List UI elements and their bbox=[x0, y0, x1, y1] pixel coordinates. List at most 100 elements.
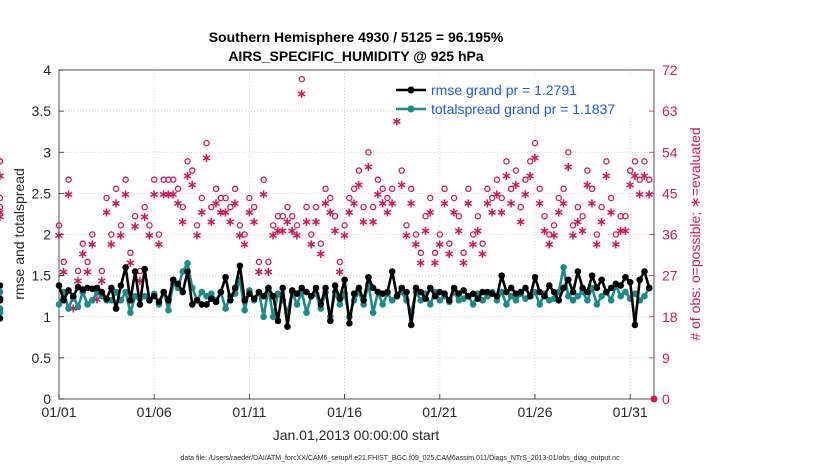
rmse-point bbox=[160, 288, 168, 296]
obs-evaluated-marker: ∗ bbox=[177, 215, 188, 230]
spread-point bbox=[122, 288, 129, 296]
rmse-point bbox=[336, 295, 344, 302]
legend: rmse grand pr = 1.2791 totalspread grand… bbox=[394, 76, 648, 118]
rmse-point bbox=[393, 292, 401, 300]
obs-evaluated-marker: ∗ bbox=[163, 187, 174, 202]
obs-evaluated-marker: ∗ bbox=[273, 224, 284, 239]
obs-possible-marker bbox=[84, 258, 91, 266]
obs-possible-marker bbox=[526, 158, 534, 165]
obs-possible-marker bbox=[227, 203, 234, 211]
spread-point bbox=[436, 297, 444, 304]
obs-evaluated-marker: ∗ bbox=[173, 197, 184, 212]
rmse-point bbox=[474, 295, 482, 302]
obs-possible-marker bbox=[503, 158, 510, 165]
obs-possible-marker bbox=[184, 158, 191, 165]
obs-possible-marker bbox=[574, 203, 582, 211]
rmse-point bbox=[384, 288, 391, 296]
obs-evaluated-marker: ∗ bbox=[472, 224, 483, 239]
obs-possible-marker bbox=[203, 139, 210, 147]
obs-evaluated-marker: ∗ bbox=[201, 151, 212, 166]
obs-possible-marker bbox=[536, 185, 544, 193]
rmse-point bbox=[355, 284, 363, 292]
rmse-point bbox=[388, 268, 396, 275]
obs-possible-marker bbox=[560, 185, 567, 193]
obs-possible-marker bbox=[269, 222, 277, 229]
spread-point bbox=[184, 259, 191, 267]
rmse-point bbox=[531, 273, 539, 281]
obs-evaluated-marker: ∗ bbox=[330, 224, 341, 239]
obs-possible-marker bbox=[74, 267, 82, 275]
legend-spread-label: totalspread grand pr = 1.1837 bbox=[431, 101, 615, 117]
rmse-point bbox=[136, 301, 144, 308]
x-tick-label: 01/16 bbox=[327, 404, 362, 420]
rmse-point bbox=[450, 284, 458, 292]
rmse-point bbox=[560, 284, 567, 292]
obs-possible-marker bbox=[246, 194, 253, 202]
rmse-point bbox=[103, 295, 110, 302]
obs-evaluated-marker: ∗ bbox=[463, 197, 474, 212]
obs-possible-marker bbox=[365, 148, 372, 156]
obs-evaluated-marker: ∗ bbox=[353, 178, 364, 193]
spread-point bbox=[141, 292, 148, 300]
obs-evaluated-marker: ∗ bbox=[458, 256, 469, 271]
rmse-point bbox=[398, 284, 406, 292]
rmse-point bbox=[622, 273, 629, 281]
y2-tick-label: 18 bbox=[662, 309, 678, 325]
y-tick-label: 3 bbox=[43, 144, 51, 160]
rmse-point bbox=[141, 265, 148, 273]
obs-possible-marker bbox=[417, 249, 425, 257]
obs-evaluated-marker: ∗ bbox=[615, 224, 626, 239]
obs-evaluated-marker: ∗ bbox=[515, 215, 526, 230]
obs-possible-marker bbox=[460, 249, 467, 257]
rmse-point bbox=[331, 282, 339, 289]
obs-possible-marker bbox=[303, 203, 310, 211]
obs-evaluated-marker: ∗ bbox=[187, 178, 198, 193]
obs-possible-marker bbox=[603, 158, 610, 165]
spread-point bbox=[336, 301, 344, 308]
obs-evaluated-marker: ∗ bbox=[0, 169, 5, 184]
rmse-point bbox=[55, 282, 63, 289]
obs-evaluated-marker: ∗ bbox=[534, 197, 545, 212]
obs-evaluated-marker: ∗ bbox=[411, 238, 422, 253]
rmse-point bbox=[460, 287, 467, 294]
obs-possible-marker bbox=[103, 194, 110, 202]
obs-evaluated-marker: ∗ bbox=[544, 238, 555, 253]
obs-evaluated-marker: ∗ bbox=[415, 256, 426, 271]
spread-point bbox=[74, 303, 82, 311]
obs-evaluated-marker: ∗ bbox=[134, 274, 145, 289]
rmse-point bbox=[584, 288, 591, 296]
obs-evaluated-marker: ∗ bbox=[58, 265, 69, 280]
x-tick-label: 01/11 bbox=[232, 404, 266, 420]
obs-evaluated-marker: ∗ bbox=[249, 215, 260, 230]
obs-evaluated-marker: ∗ bbox=[211, 197, 222, 212]
obs-evaluated-marker: ∗ bbox=[630, 169, 641, 184]
obs-possible-marker bbox=[531, 139, 539, 147]
obs-evaluated-marker: ∗ bbox=[601, 169, 612, 184]
rmse-point bbox=[603, 288, 610, 296]
y-tick-label: 0.5 bbox=[32, 350, 52, 366]
obs-possible-marker bbox=[479, 240, 486, 247]
spread-point bbox=[84, 301, 91, 308]
rmse-point bbox=[117, 282, 125, 289]
obs-possible-marker bbox=[355, 167, 363, 174]
rmse-point bbox=[241, 297, 248, 304]
obs-possible-marker bbox=[308, 231, 315, 238]
obs-possible-marker bbox=[360, 203, 367, 211]
obs-possible-marker bbox=[403, 222, 410, 229]
obs-evaluated-marker: ∗ bbox=[610, 238, 621, 253]
rmse-point bbox=[184, 268, 191, 275]
obs-possible-marker bbox=[336, 258, 344, 266]
obs-evaluated-marker: ∗ bbox=[292, 229, 303, 244]
obs-possible-marker bbox=[541, 212, 548, 220]
obs-possible-marker bbox=[384, 194, 391, 202]
obs-possible-marker bbox=[598, 203, 605, 211]
rmse-point bbox=[155, 298, 163, 306]
obs-evaluated-marker: ∗ bbox=[320, 197, 331, 212]
rmse-point bbox=[517, 288, 525, 296]
rmse-point bbox=[274, 317, 282, 325]
rmse-point bbox=[222, 273, 229, 281]
obs-possible-marker bbox=[222, 194, 229, 202]
obs-evaluated-marker: ∗ bbox=[220, 206, 231, 221]
obs-possible-marker bbox=[127, 249, 134, 257]
rmse-point bbox=[503, 288, 510, 296]
